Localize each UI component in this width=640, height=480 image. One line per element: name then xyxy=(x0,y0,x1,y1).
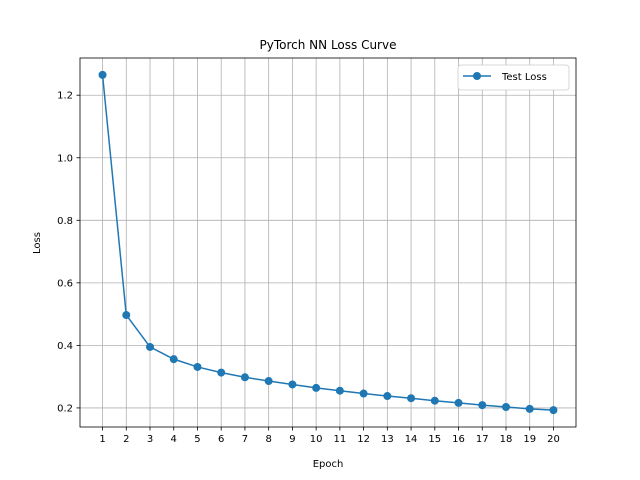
x-tick-label: 7 xyxy=(242,434,248,445)
y-axis-label: Loss xyxy=(32,232,43,254)
x-tick-label: 8 xyxy=(265,434,271,445)
legend-series-marker xyxy=(473,72,481,80)
x-tick-label: 9 xyxy=(289,434,295,445)
x-axis-label: Epoch xyxy=(313,459,344,470)
data-point xyxy=(359,389,368,398)
x-tick-label: 1 xyxy=(99,434,105,445)
legend: Test Loss xyxy=(457,64,570,91)
data-point xyxy=(478,401,487,410)
x-tick-label: 3 xyxy=(147,434,153,445)
data-point xyxy=(193,362,202,371)
data-point xyxy=(430,396,439,405)
data-point xyxy=(454,398,463,407)
y-tick-label: 1.2 xyxy=(57,91,73,102)
data-point xyxy=(383,392,392,401)
data-point xyxy=(122,311,131,320)
grid-layer xyxy=(80,58,576,427)
y-tick-label: 0.8 xyxy=(57,216,73,227)
y-tick-label: 1.0 xyxy=(57,153,73,164)
data-point xyxy=(146,342,155,351)
x-tick-label: 10 xyxy=(310,434,323,445)
data-point xyxy=(312,383,321,392)
data-point xyxy=(525,404,534,413)
y-tick-label: 0.4 xyxy=(57,341,73,352)
data-point xyxy=(169,355,178,364)
x-tick-label: 17 xyxy=(476,434,489,445)
data-point xyxy=(407,394,416,403)
ticks-layer: 1 2 3 4 5 6 7 8 9 10 11 12 13 14 15 16 17 18 19 200.20.40.6… xyxy=(57,91,560,445)
x-tick-label: 18 xyxy=(500,434,513,445)
x-tick-label: 11 xyxy=(333,434,346,445)
x-tick-label: 13 xyxy=(381,434,394,445)
data-point xyxy=(335,386,344,395)
x-tick-label: 19 xyxy=(523,434,536,445)
data-point xyxy=(98,70,107,79)
y-tick-label: 0.2 xyxy=(57,403,73,414)
y-tick-label: 0.6 xyxy=(57,278,73,289)
x-tick-label: 16 xyxy=(452,434,465,445)
x-tick-label: 14 xyxy=(405,434,418,445)
plot-area-frame xyxy=(79,57,577,428)
x-tick-label: 5 xyxy=(194,434,200,445)
series-layer xyxy=(98,70,558,415)
legend-series-label: Test Loss xyxy=(501,72,547,83)
x-tick-label: 15 xyxy=(428,434,441,445)
data-point xyxy=(549,406,558,415)
x-tick-label: 2 xyxy=(123,434,129,445)
x-tick-label: 4 xyxy=(171,434,177,445)
chart-title: PyTorch NN Loss Curve xyxy=(260,38,397,52)
data-point xyxy=(240,373,249,382)
x-tick-label: 20 xyxy=(547,434,560,445)
data-point xyxy=(501,402,510,411)
x-tick-label: 6 xyxy=(218,434,224,445)
x-tick-label: 12 xyxy=(357,434,370,445)
data-point xyxy=(217,368,226,377)
data-point xyxy=(264,377,273,386)
legend-box xyxy=(457,64,570,91)
data-point xyxy=(288,380,297,389)
